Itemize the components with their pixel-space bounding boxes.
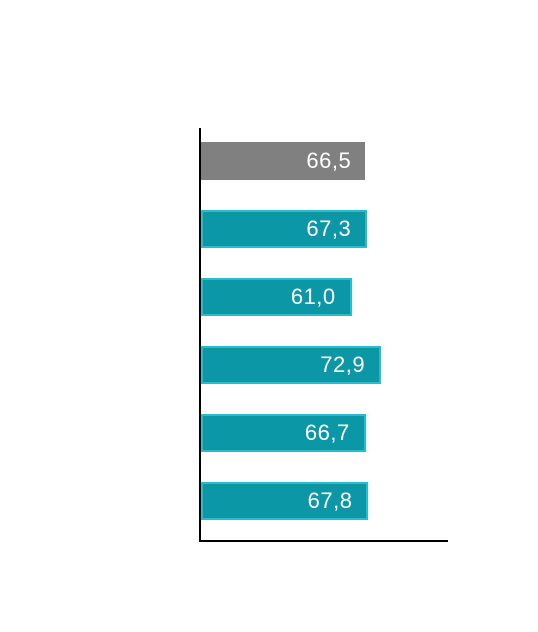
bar: 72,9 <box>201 346 381 384</box>
bar: 66,7 <box>201 414 366 452</box>
bar: 66,5 <box>201 142 365 180</box>
bar-value-label: 72,9 <box>320 352 365 378</box>
bar: 67,8 <box>201 482 368 520</box>
y-axis-line <box>199 128 201 540</box>
bar-chart: 66,5 67,3 61,0 72,9 66,7 67,8 <box>0 0 538 632</box>
bar-value-label: 61,0 <box>291 284 336 310</box>
x-axis-line <box>199 540 448 542</box>
bar-value-label: 67,8 <box>308 488 353 514</box>
bar-value-label: 67,3 <box>306 216 351 242</box>
bar: 61,0 <box>201 278 352 316</box>
bar-value-label: 66,5 <box>306 148 351 174</box>
bar: 67,3 <box>201 210 367 248</box>
bar-value-label: 66,7 <box>305 420 350 446</box>
